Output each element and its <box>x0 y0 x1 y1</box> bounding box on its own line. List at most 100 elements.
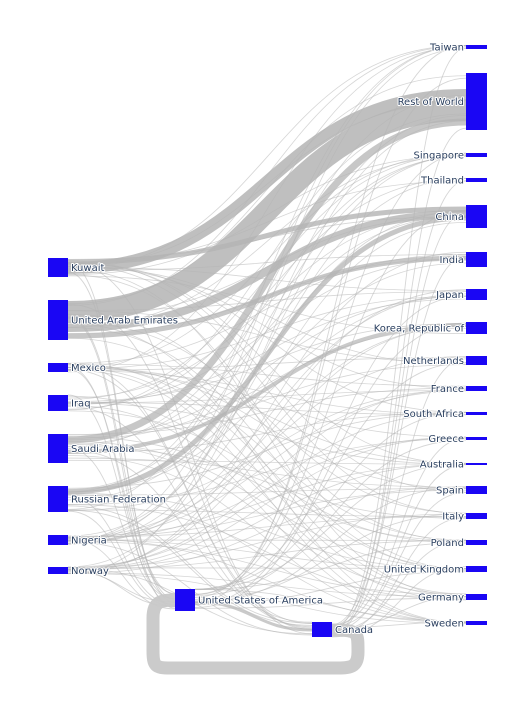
node-iraq-bar[interactable] <box>48 395 68 411</box>
node-spain[interactable]: Spain <box>435 485 487 498</box>
node-canada[interactable]: Canada <box>312 622 374 637</box>
node-united-kingdom-bar[interactable] <box>466 566 487 572</box>
node-rest-of-world-label: Rest of World <box>398 97 464 108</box>
link-united-states-of-america-united-kingdom <box>194 571 467 605</box>
node-united-states-of-america-label: United States of America <box>198 596 323 607</box>
node-netherlands[interactable]: Netherlands <box>402 355 487 368</box>
node-singapore-bar[interactable] <box>466 153 487 157</box>
link-mexico-netherlands <box>67 357 467 371</box>
node-iraq[interactable]: Iraq <box>48 395 92 411</box>
link-united-states-of-america-sweden <box>194 588 467 622</box>
node-saudi-arabia-bar[interactable] <box>48 434 68 463</box>
link-mexico-france <box>67 363 467 387</box>
link-united-states-of-america-italy <box>194 513 467 600</box>
link-saudi-arabia-australia <box>67 459 467 465</box>
link-mexico-australia <box>67 366 467 464</box>
node-india-bar[interactable] <box>466 252 487 267</box>
node-kuwait-label: Kuwait <box>71 263 104 274</box>
link-saudi-arabia-united-kingdom <box>67 440 467 569</box>
node-canada-label: Canada <box>335 625 373 636</box>
node-mexico-bar[interactable] <box>48 363 68 372</box>
link-kuwait-south-africa <box>67 262 467 413</box>
node-australia-label: Australia <box>420 460 464 471</box>
link-kuwait-united-states-of-america <box>67 262 176 603</box>
node-united-states-of-america[interactable]: United States of America <box>175 589 324 611</box>
node-nigeria[interactable]: Nigeria <box>48 535 108 548</box>
node-australia[interactable]: Australia <box>419 459 487 472</box>
node-nigeria-bar[interactable] <box>48 535 68 545</box>
node-germany-bar[interactable] <box>466 594 487 600</box>
node-thailand-bar[interactable] <box>466 178 487 182</box>
node-saudi-arabia[interactable]: Saudi Arabia <box>48 434 135 463</box>
node-spain-label: Spain <box>436 486 464 497</box>
link-mexico-sweden <box>67 369 467 624</box>
link-norway-sweden <box>67 572 467 625</box>
node-poland-bar[interactable] <box>466 540 487 545</box>
node-rest-of-world[interactable]: Rest of World <box>397 73 487 130</box>
node-singapore[interactable]: Singapore <box>413 150 487 163</box>
node-united-kingdom[interactable]: United Kingdom <box>383 564 487 577</box>
node-russian-federation-label: Russian Federation <box>71 495 166 506</box>
node-japan[interactable]: Japan <box>434 289 487 302</box>
node-italy[interactable]: Italy <box>441 511 487 524</box>
link-russian-federation-germany <box>67 504 467 601</box>
link-nigeria-singapore <box>67 155 467 541</box>
link-saudi-arabia-france <box>67 387 467 436</box>
node-united-states-of-america-bar[interactable] <box>175 589 195 611</box>
link-russian-federation-canada <box>67 509 313 626</box>
node-norway-bar[interactable] <box>48 567 68 574</box>
node-taiwan[interactable]: Taiwan <box>428 42 487 55</box>
node-kuwait-bar[interactable] <box>48 258 68 277</box>
node-canada-bar[interactable] <box>312 622 332 637</box>
link-iraq-korea-republic-of <box>67 323 467 403</box>
node-france-bar[interactable] <box>466 386 487 391</box>
link-nigeria-spain <box>67 489 467 538</box>
node-kuwait[interactable]: Kuwait <box>48 258 105 277</box>
node-italy-bar[interactable] <box>466 513 487 519</box>
node-spain-bar[interactable] <box>466 486 487 494</box>
link-mexico-japan <box>67 295 467 370</box>
node-france-label: France <box>431 384 464 395</box>
node-norway[interactable]: Norway <box>48 565 110 578</box>
node-united-arab-emirates[interactable]: United Arab Emirates <box>48 300 179 340</box>
node-france[interactable]: France <box>430 383 487 396</box>
node-germany[interactable]: Germany <box>417 592 487 605</box>
node-south-africa[interactable]: South Africa <box>402 408 487 421</box>
node-china[interactable]: China <box>434 205 487 228</box>
node-greece[interactable]: Greece <box>427 433 487 446</box>
node-poland[interactable]: Poland <box>430 537 487 550</box>
link-mexico-spain <box>67 364 467 489</box>
link-united-arab-emirates-poland <box>67 313 467 542</box>
node-sweden[interactable]: Sweden <box>423 618 487 631</box>
node-rest-of-world-bar[interactable] <box>466 73 487 130</box>
flow-links <box>67 44 467 675</box>
node-taiwan-label: Taiwan <box>429 43 464 54</box>
node-korea-republic-of[interactable]: Korea, Republic of <box>373 322 487 336</box>
node-sweden-bar[interactable] <box>466 621 487 625</box>
node-mexico[interactable]: Mexico <box>48 362 107 375</box>
node-india[interactable]: India <box>438 252 487 267</box>
node-japan-bar[interactable] <box>466 289 487 300</box>
link-mexico-united-states-of-america <box>67 366 176 607</box>
link-canada-australia <box>331 464 467 631</box>
node-thailand[interactable]: Thailand <box>419 175 487 188</box>
node-united-arab-emirates-bar[interactable] <box>48 300 68 340</box>
node-netherlands-bar[interactable] <box>466 356 487 365</box>
link-nigeria-sweden <box>67 537 467 624</box>
node-australia-bar[interactable] <box>466 463 487 465</box>
node-russian-federation-bar[interactable] <box>48 486 68 512</box>
node-korea-republic-of-label: Korea, Republic of <box>374 324 465 335</box>
node-united-arab-emirates-label: United Arab Emirates <box>71 316 178 327</box>
link-united-states-of-america-germany <box>194 597 467 609</box>
link-iraq-united-states-of-america <box>67 394 176 600</box>
node-greece-bar[interactable] <box>466 437 487 440</box>
node-russian-federation[interactable]: Russian Federation <box>48 486 167 512</box>
node-south-africa-bar[interactable] <box>466 412 487 415</box>
node-korea-republic-of-bar[interactable] <box>466 322 487 334</box>
link-saudi-arabia-canada <box>67 449 313 623</box>
link-united-states-of-america-australia <box>194 463 467 590</box>
node-china-bar[interactable] <box>466 205 487 228</box>
node-taiwan-bar[interactable] <box>466 45 487 49</box>
link-iraq-poland <box>67 410 467 544</box>
